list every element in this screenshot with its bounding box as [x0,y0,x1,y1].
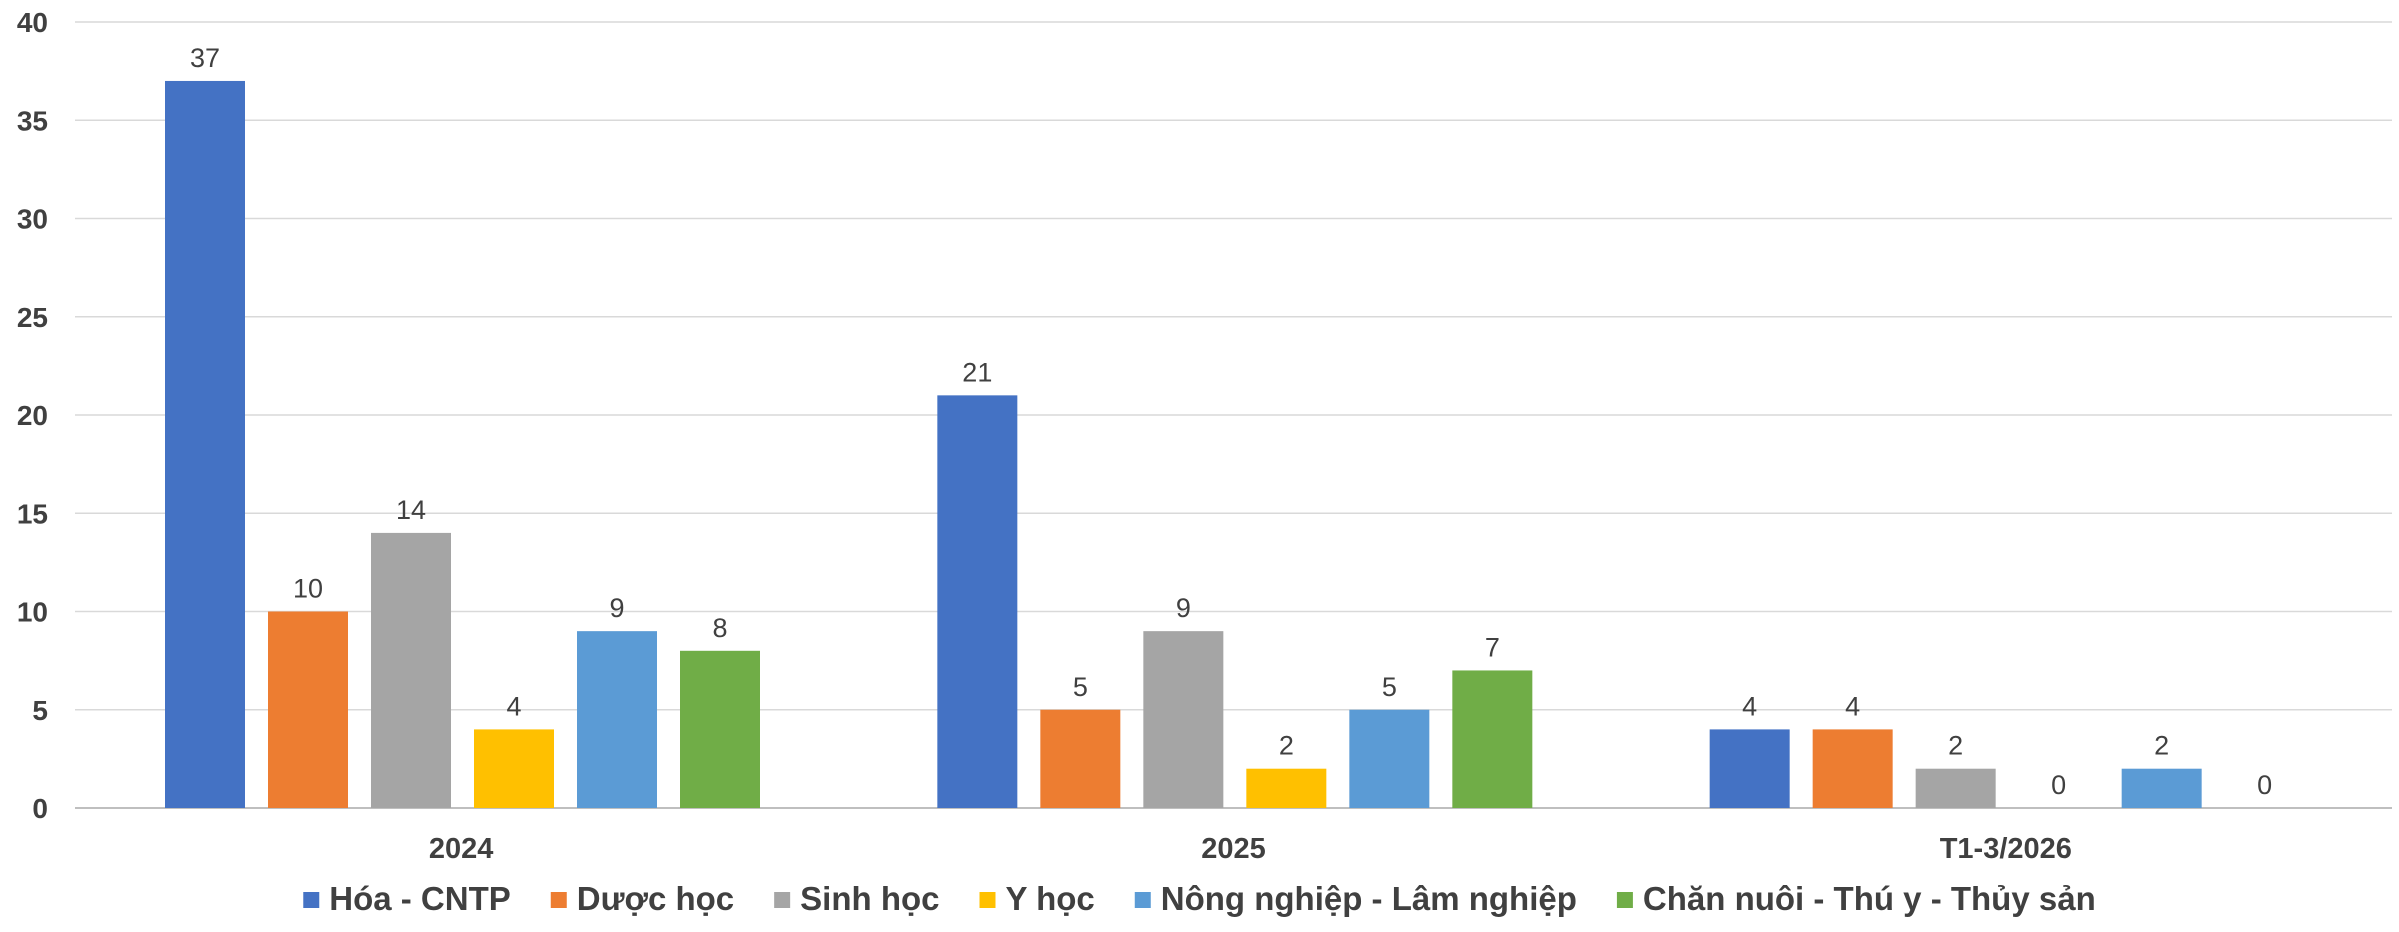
x-tick-label: 2024 [429,833,494,865]
legend-label: Dược học [577,880,734,917]
data-label: 4 [1742,691,1757,721]
bar [165,80,245,808]
bar [577,631,657,808]
y-tick-label: 35 [17,105,48,136]
data-label: 10 [293,574,323,604]
legend-label: Chăn nuôi - Thú y - Thủy sản [1643,880,2096,917]
y-tick-label: 0 [32,793,48,824]
legend-label: Sinh học [800,880,939,917]
legend-swatch [1616,892,1633,908]
y-tick-label: 5 [32,695,48,726]
legend-swatch [979,892,996,908]
legend-swatch [1134,892,1151,908]
data-label: 21 [962,357,992,387]
bar [1812,729,1893,808]
bar [1915,768,1996,808]
bar [2121,768,2202,808]
bar [474,729,554,808]
data-label: 4 [1845,691,1860,721]
bar [371,532,451,808]
data-label: 9 [1176,593,1191,623]
x-tick-label: T1-3/2026 [1940,833,2072,865]
bar [268,611,348,808]
bar [1709,729,1790,808]
y-axis-ticks: 0 5 10 15 20 25 30 35 40 [17,7,48,824]
bar [1452,670,1533,808]
legend-item: Sinh học [774,880,940,917]
y-tick-label: 10 [17,597,48,628]
data-label: 2 [1948,731,1963,761]
data-label: 0 [2257,770,2272,800]
legend: Hóa - CNTP Dược học Sinh học Y học Nông nghi… [303,880,2096,917]
legend-label: Y học [1006,880,1095,917]
data-label: 7 [1485,632,1500,662]
data-label: 0 [2051,770,2066,800]
legend-label: Hóa - CNTP [329,880,511,917]
bar [1349,709,1430,808]
data-label: 5 [1382,672,1397,702]
y-tick-label: 40 [17,7,48,38]
x-axis-ticks: 2024 2025 T1-3/2026 [429,833,2072,865]
bars [165,80,2202,808]
legend-item: Hóa - CNTP [303,880,511,917]
legend-item: Chăn nuôi - Thú y - Thủy sản [1616,880,2096,917]
bar [937,395,1018,808]
bar [1040,709,1121,808]
data-label: 4 [506,691,521,721]
data-label: 9 [609,593,624,623]
data-label: 8 [712,613,727,643]
legend-item: Dược học [550,880,734,917]
bar [1143,631,1224,808]
legend-item: Nông nghiệp - Lâm nghiệp [1134,880,1577,917]
data-label: 2 [1279,731,1294,761]
x-tick-label: 2025 [1201,833,1266,865]
y-tick-label: 15 [17,498,48,529]
data-label: 2 [2154,731,2169,761]
legend-label: Nông nghiệp - Lâm nghiệp [1161,880,1577,917]
data-label: 37 [190,43,220,73]
legend-swatch [550,892,567,908]
y-tick-label: 25 [17,302,48,333]
gridlines [75,21,2392,809]
bar [1246,768,1327,808]
y-tick-label: 30 [17,204,48,235]
legend-swatch [774,892,791,908]
data-labels: 37 10 14 4 9 8 21 5 9 2 5 7 4 4 2 0 2 0 [190,43,2272,800]
legend-swatch [303,892,320,908]
y-tick-label: 20 [17,400,48,431]
data-label: 14 [396,495,426,525]
data-label: 5 [1073,672,1088,702]
legend-item: Y học [979,880,1095,917]
bar [680,650,760,808]
